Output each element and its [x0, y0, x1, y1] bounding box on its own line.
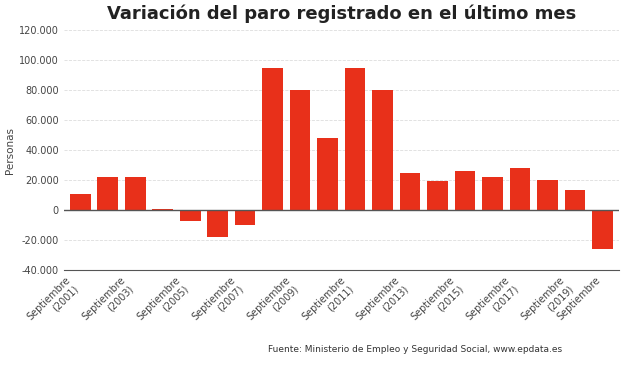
Bar [537, 180, 558, 210]
Bar [290, 90, 311, 210]
Bar [592, 210, 612, 249]
Bar [207, 210, 228, 237]
Bar [565, 190, 585, 210]
Bar [235, 210, 255, 225]
Bar [510, 168, 530, 210]
Bar [427, 181, 448, 210]
Bar [455, 171, 475, 210]
Legend: Variación del paro en relación al mes anterior: Variación del paro en relación al mes an… [41, 372, 289, 375]
Text: Fuente: Ministerio de Empleo y Seguridad Social, www.epdata.es: Fuente: Ministerio de Empleo y Seguridad… [268, 345, 562, 354]
Bar [98, 177, 118, 210]
Bar [345, 68, 366, 210]
Bar [372, 90, 393, 210]
Bar [400, 172, 420, 210]
Y-axis label: Personas: Personas [5, 126, 15, 174]
Bar [152, 209, 173, 210]
Bar [482, 177, 503, 210]
Bar [70, 194, 91, 210]
Bar [262, 68, 283, 210]
Bar [125, 177, 145, 210]
Title: Variación del paro registrado en el último mes: Variación del paro registrado en el últi… [107, 4, 576, 23]
Bar [317, 138, 338, 210]
Bar [180, 210, 200, 220]
